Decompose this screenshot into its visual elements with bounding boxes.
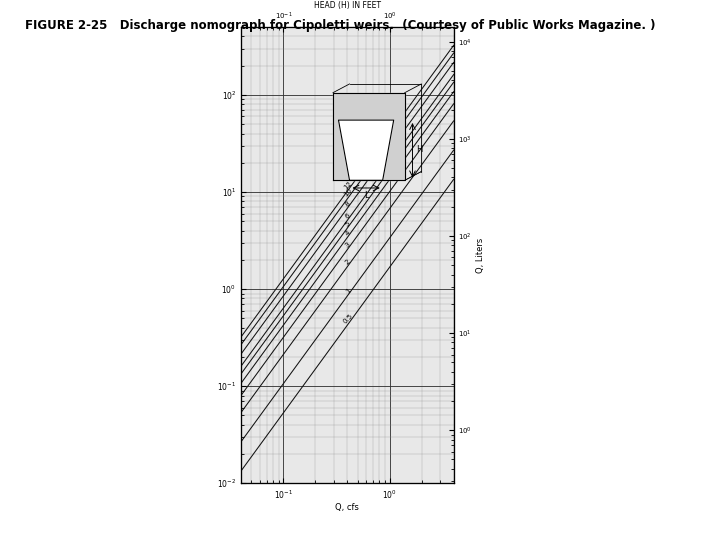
Text: 6: 6: [344, 212, 351, 220]
Text: 12: 12: [343, 180, 354, 190]
Y-axis label: Q, Liters: Q, Liters: [477, 238, 485, 273]
Text: PEARSON: PEARSON: [627, 508, 709, 522]
Text: 4: 4: [344, 230, 351, 237]
Text: FIGURE 2-25   Discharge nomograph for Cipoletti weirs.  (Courtesy of Public Work: FIGURE 2-25 Discharge nomograph for Cipo…: [25, 19, 656, 32]
Text: 10: 10: [343, 187, 354, 198]
Text: 5: 5: [344, 220, 351, 227]
Text: 3: 3: [344, 241, 351, 249]
Text: 2: 2: [344, 259, 351, 266]
Polygon shape: [338, 120, 394, 180]
Text: L: L: [364, 191, 369, 200]
Text: Basic Environmental Technology, Sixth Edition
Jerry A. Nathanson | Richard A. Sc: Basic Environmental Technology, Sixth Ed…: [144, 499, 338, 518]
Text: ALWAYS LEARNING: ALWAYS LEARNING: [7, 499, 125, 509]
Text: 1: 1: [344, 288, 351, 295]
Text: 0.5: 0.5: [342, 312, 354, 325]
Text: 8: 8: [344, 200, 351, 207]
Text: Copyright © 2015 by Pearson Education, Inc
All Rights Reserved: Copyright © 2015 by Pearson Education, I…: [432, 499, 619, 518]
X-axis label: HEAD (H) IN FEET: HEAD (H) IN FEET: [314, 1, 381, 10]
Polygon shape: [333, 93, 405, 180]
Text: H: H: [415, 145, 422, 154]
X-axis label: Q, cfs: Q, cfs: [336, 503, 359, 512]
